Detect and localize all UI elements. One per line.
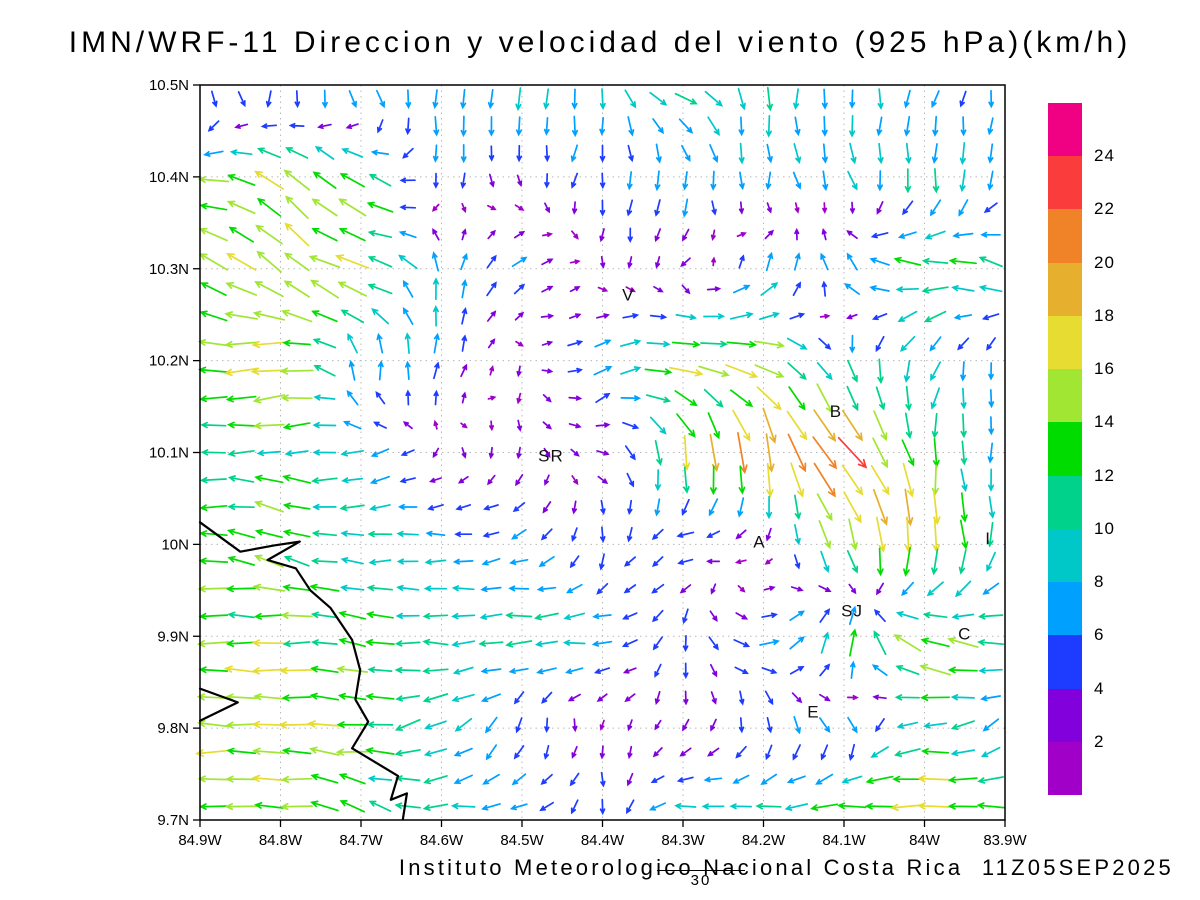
colorbar-label: 22 [1094, 199, 1115, 219]
x-tick-label: 84.5W [500, 832, 544, 849]
colorbar-label: 12 [1094, 465, 1115, 485]
y-tick-label: 10.4N [149, 169, 189, 186]
x-tick-label: 84.4W [581, 832, 625, 849]
colorbar-segment [1048, 688, 1082, 742]
y-tick-label: 10.2N [149, 353, 189, 370]
colorbar-label: 2 [1094, 731, 1105, 751]
city-labels: V B SR A SJ C E I [538, 285, 991, 722]
city-label: A [753, 533, 765, 552]
colorbar-segment [1048, 635, 1082, 689]
colorbar-label: 24 [1094, 146, 1115, 166]
colorbar-segment [1048, 209, 1082, 263]
colorbar-segment [1048, 741, 1082, 796]
y-tick-label: 10N [161, 536, 189, 553]
x-tick-label: 84.6W [420, 832, 464, 849]
colorbar-label: 10 [1094, 518, 1115, 538]
x-tick-label: 84.2W [742, 832, 786, 849]
city-label: C [958, 624, 971, 643]
y-tick-label: 10.5N [149, 77, 189, 94]
colorbar-label: 4 [1094, 678, 1105, 698]
figure-caption: Instituto Meteorologico Nacional Costa R… [398, 855, 1174, 880]
colorbar-segment [1048, 475, 1082, 529]
x-tick-label: 84.9W [178, 832, 222, 849]
frame-number: 30 [657, 870, 745, 889]
colorbar-segment [1048, 156, 1082, 210]
axis-labels: 84.9W 84.8W 84.7W 84.6W 84.5W 84.4W 84.3W 84.2W… [149, 77, 1028, 849]
colorbar-segment [1048, 582, 1082, 636]
colorbar-label: 18 [1094, 305, 1115, 325]
colorbar-segment [1048, 315, 1082, 370]
y-tick-label: 10.3N [149, 261, 189, 278]
y-tick-label: 9.7N [157, 812, 189, 829]
colorbar-segment [1048, 262, 1082, 316]
x-tick-label: 84.1W [822, 832, 866, 849]
x-tick-label: 84W [909, 832, 941, 849]
city-label: E [807, 703, 819, 722]
colorbar-segment [1048, 528, 1082, 583]
x-tick-label: 84.7W [339, 832, 383, 849]
city-label: I [985, 529, 991, 548]
x-tick-label: 84.3W [661, 832, 705, 849]
city-label: B [830, 402, 842, 421]
y-tick-label: 9.9N [157, 628, 189, 645]
city-label: V [622, 285, 634, 304]
colorbar-segment [1048, 369, 1082, 423]
coastline [198, 521, 408, 821]
colorbar-label: 20 [1094, 252, 1115, 272]
x-tick-label: 83.9W [983, 832, 1027, 849]
city-label: SJ [841, 602, 863, 621]
x-tick-label: 84.8W [259, 832, 303, 849]
wind-arrows [195, 86, 1005, 816]
colorbar-label: 6 [1094, 625, 1105, 645]
city-label: SR [538, 446, 564, 465]
colorbar-label: 8 [1094, 572, 1105, 592]
colorbar-segment [1048, 422, 1082, 476]
colorbar-label: 14 [1094, 412, 1115, 432]
y-tick-label: 10.1N [149, 445, 189, 462]
axis-ticks [193, 84, 1006, 827]
colorbar-label: 16 [1094, 359, 1115, 379]
y-tick-label: 9.8N [157, 720, 189, 737]
colorbar-segment [1048, 103, 1082, 157]
chart-title: IMN/WRF-11 Direccion y velocidad del vie… [68, 26, 1132, 59]
colorbar [1048, 103, 1082, 796]
